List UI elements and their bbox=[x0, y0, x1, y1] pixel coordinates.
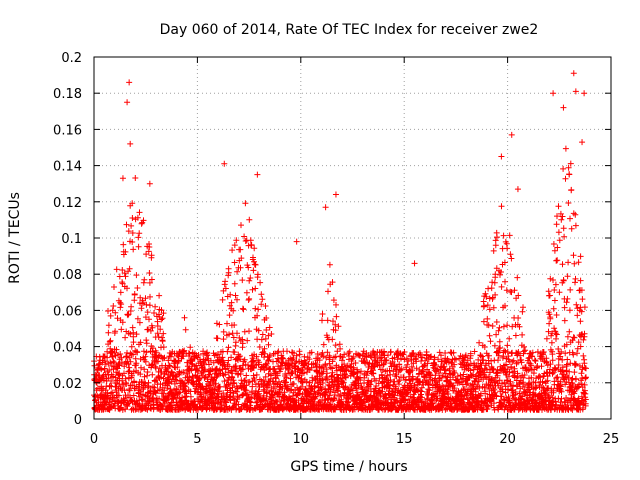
y-tick-label: 0.06 bbox=[53, 304, 82, 319]
data-point bbox=[572, 88, 579, 95]
plot-frame bbox=[93, 56, 612, 420]
data-point bbox=[550, 90, 557, 97]
x-tick-label: 5 bbox=[193, 432, 201, 447]
y-tick-label: 0.14 bbox=[53, 160, 82, 175]
grid-lines bbox=[94, 57, 611, 419]
x-tick-label: 20 bbox=[499, 432, 516, 447]
data-point bbox=[254, 171, 261, 178]
y-axis-ticks: 0 0.02 0.04 0.06 0.08 0.1 0.12 0.14 0.16 0.18 0.2 bbox=[53, 51, 611, 428]
data-point bbox=[119, 175, 126, 182]
data-point bbox=[560, 104, 567, 111]
x-tick-label: 25 bbox=[603, 432, 620, 447]
data-point bbox=[124, 99, 131, 106]
y-tick-label: 0.16 bbox=[53, 123, 82, 138]
data-point bbox=[581, 90, 588, 97]
x-axis-label: GPS time / hours bbox=[290, 459, 407, 475]
data-point bbox=[293, 238, 300, 245]
y-tick-label: 0.04 bbox=[53, 341, 82, 356]
x-tick-label: 0 bbox=[90, 432, 98, 447]
y-tick-label: 0.1 bbox=[61, 232, 82, 247]
data-point bbox=[514, 186, 521, 193]
x-axis-ticks: 0 5 10 15 20 25 bbox=[90, 57, 619, 447]
chart-title: Day 060 of 2014, Rate Of TEC Index for r… bbox=[160, 22, 539, 38]
x-tick-label: 15 bbox=[396, 432, 413, 447]
highlighted-points bbox=[119, 70, 588, 267]
data-point bbox=[498, 153, 505, 160]
y-tick-label: 0.18 bbox=[53, 87, 82, 102]
data-points bbox=[91, 145, 589, 413]
data-point bbox=[221, 160, 228, 167]
data-point bbox=[126, 79, 133, 86]
data-point bbox=[146, 180, 153, 187]
data-point bbox=[332, 191, 339, 198]
data-point bbox=[322, 204, 329, 211]
x-tick-label: 10 bbox=[293, 432, 310, 447]
data-point bbox=[570, 70, 577, 77]
y-axis-label: ROTI / TECUs bbox=[7, 192, 23, 284]
data-point bbox=[508, 131, 515, 138]
data-point bbox=[127, 140, 134, 147]
y-tick-label: 0.12 bbox=[53, 196, 82, 211]
y-tick-label: 0.02 bbox=[53, 377, 82, 392]
data-point bbox=[579, 139, 586, 146]
y-tick-label: 0.2 bbox=[61, 51, 82, 66]
data-point bbox=[411, 260, 418, 267]
y-tick-label: 0 bbox=[74, 413, 82, 428]
y-tick-label: 0.08 bbox=[53, 268, 82, 283]
data-point-cloud bbox=[91, 145, 589, 413]
